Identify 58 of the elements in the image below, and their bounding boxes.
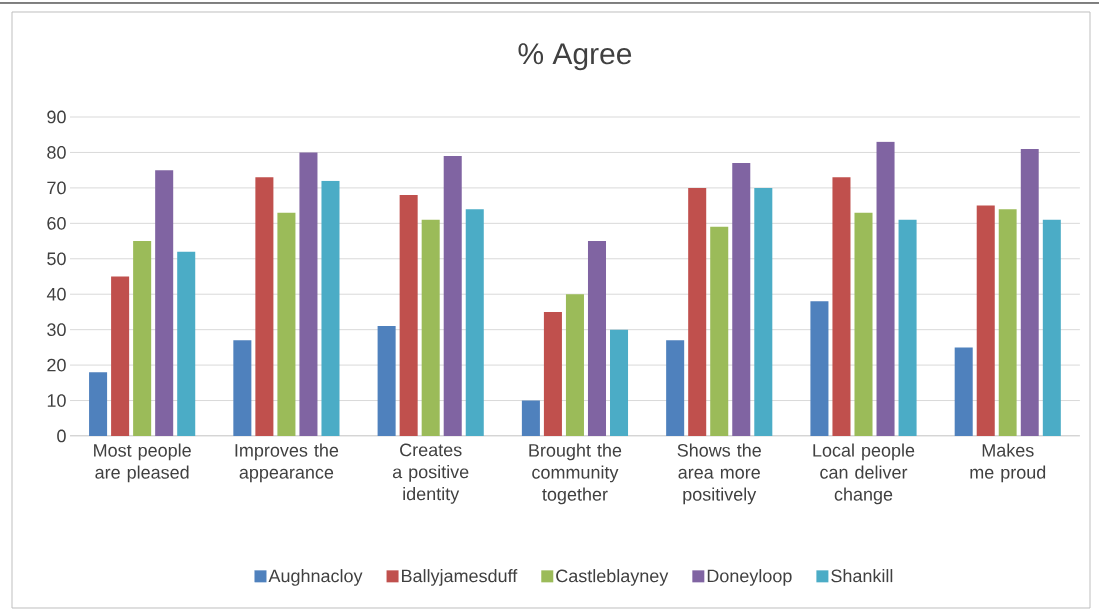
bar bbox=[299, 152, 318, 436]
x-tick-label: Improves the appearance bbox=[235, 443, 339, 483]
x-tick-label: Brought the community together bbox=[529, 443, 622, 505]
bar bbox=[854, 212, 873, 436]
bar bbox=[543, 311, 562, 436]
bar bbox=[1042, 219, 1061, 436]
y-tick-label: 30 bbox=[47, 323, 66, 337]
bar bbox=[89, 372, 108, 436]
bar bbox=[565, 294, 584, 436]
bar bbox=[321, 180, 340, 436]
bar bbox=[976, 205, 995, 436]
chart-title: % Agree bbox=[518, 43, 632, 71]
bar bbox=[177, 251, 196, 436]
bar bbox=[710, 226, 729, 436]
bar bbox=[465, 209, 484, 436]
legend-label: Ballyjamesduff bbox=[402, 569, 518, 586]
bar bbox=[111, 276, 130, 436]
y-tick-label: 0 bbox=[57, 429, 66, 443]
bar bbox=[954, 347, 973, 436]
bar bbox=[610, 329, 629, 436]
x-tick-label: Creates a positive identity bbox=[392, 443, 469, 504]
bar bbox=[443, 155, 462, 436]
bar bbox=[521, 400, 540, 436]
y-tick-label: 50 bbox=[47, 252, 66, 266]
y-tick-label: 90 bbox=[47, 110, 66, 124]
bar bbox=[421, 219, 440, 436]
legend-label: Castleblayney bbox=[556, 569, 669, 586]
bar bbox=[832, 177, 851, 436]
bar bbox=[155, 170, 174, 436]
y-tick-label: 10 bbox=[47, 394, 66, 407]
bar bbox=[998, 209, 1017, 436]
x-tick-label: Most people are pleased bbox=[94, 443, 191, 483]
bar bbox=[277, 212, 296, 436]
bar bbox=[233, 340, 252, 436]
bar bbox=[666, 340, 685, 436]
bar bbox=[754, 187, 773, 436]
x-tick-label: Makes me proud bbox=[970, 443, 1046, 483]
bar bbox=[587, 241, 607, 436]
bar bbox=[399, 194, 418, 436]
bar bbox=[1020, 148, 1039, 436]
legend-label: Aughnacloy bbox=[268, 569, 363, 586]
bar bbox=[688, 187, 707, 436]
x-tick-label: Local people can deliver change bbox=[813, 443, 915, 505]
bar bbox=[133, 241, 152, 436]
y-tick-label: 60 bbox=[47, 216, 66, 230]
bar bbox=[255, 177, 274, 436]
y-tick-label: 80 bbox=[47, 146, 66, 159]
x-tick-label: Shows the area more positively bbox=[677, 443, 761, 505]
bar bbox=[377, 326, 396, 436]
bar bbox=[810, 301, 829, 436]
legend-label: Doneyloop bbox=[707, 569, 792, 586]
y-tick-label: 70 bbox=[47, 181, 66, 195]
y-tick-label: 20 bbox=[47, 358, 66, 372]
legend-label: Shankill bbox=[831, 569, 893, 583]
bar bbox=[876, 141, 895, 436]
bar bbox=[732, 163, 751, 436]
bar bbox=[898, 219, 917, 436]
y-tick-label: 40 bbox=[46, 287, 66, 301]
